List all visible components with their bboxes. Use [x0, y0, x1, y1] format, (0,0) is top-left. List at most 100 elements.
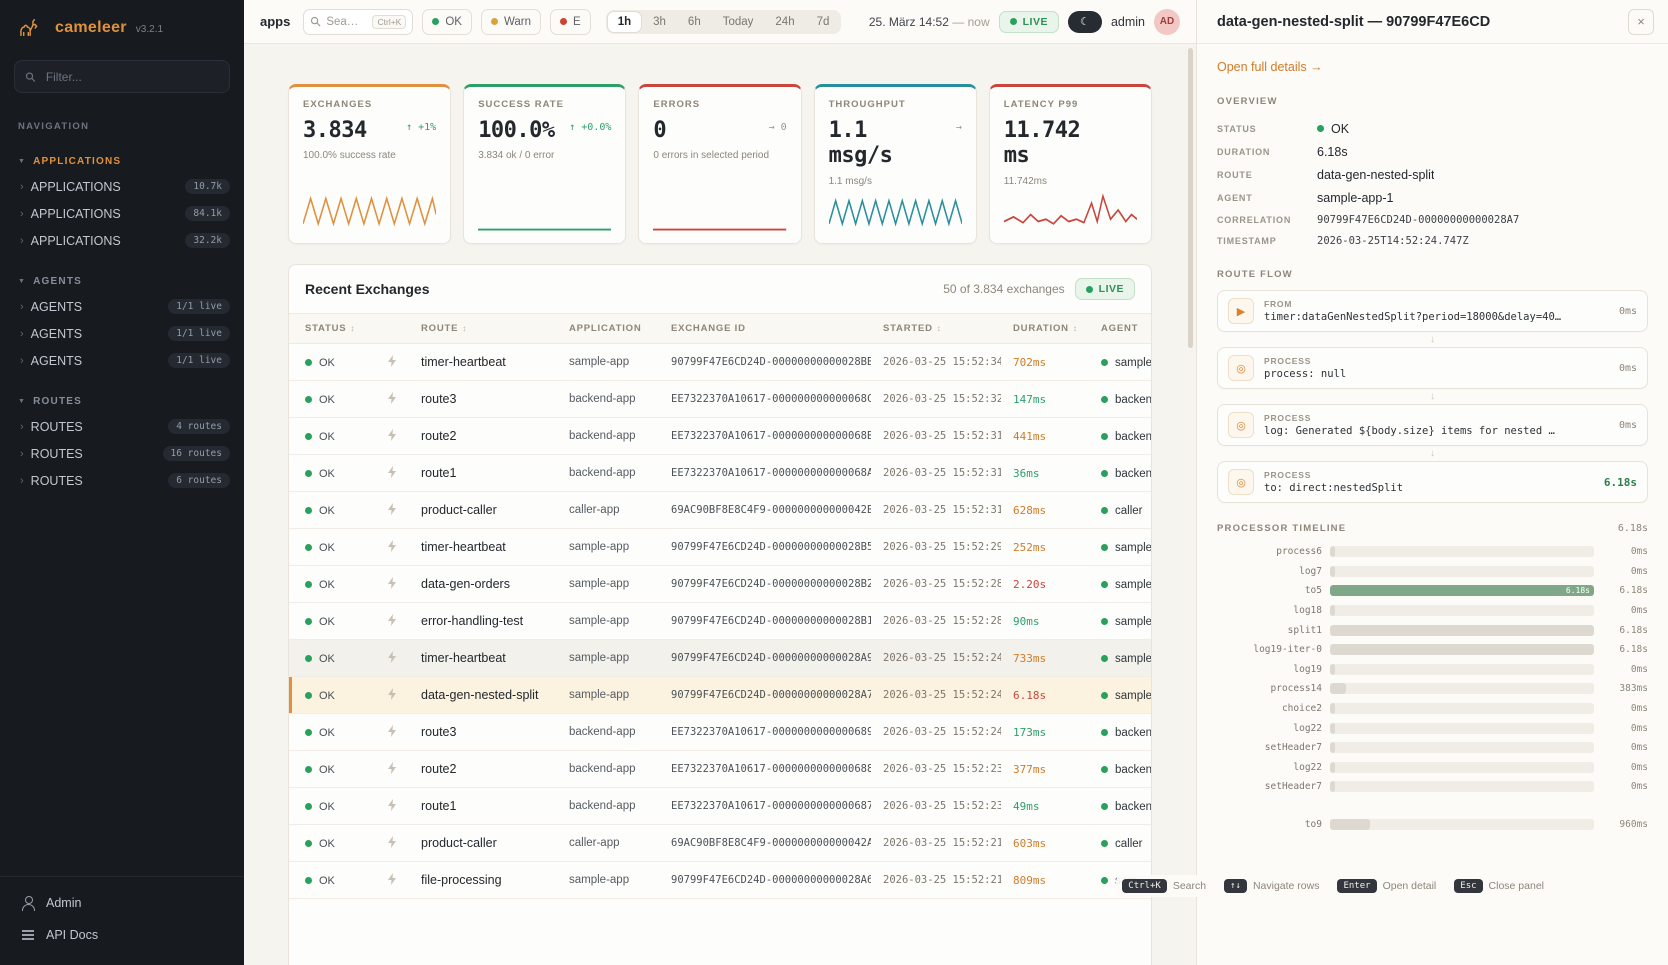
sort-icon: ↕	[462, 324, 468, 333]
table-row[interactable]: OK route1 backend-app EE7322370A10617-00…	[289, 787, 1151, 825]
processor-name: process14	[1270, 683, 1322, 695]
sidebar-item[interactable]: › ROUTES 4 routes	[0, 413, 244, 440]
sidebar-item-badge: 84.1k	[185, 206, 230, 221]
column-header[interactable]	[375, 313, 409, 344]
sidebar-section-header[interactable]: ▼ APPLICATIONS	[0, 150, 244, 173]
sidebar-item[interactable]: › APPLICATIONS 10.7k	[0, 173, 244, 200]
sidebar-item[interactable]: › ROUTES 16 routes	[0, 440, 244, 467]
table-row[interactable]: OK route2 backend-app EE7322370A10617-00…	[289, 417, 1151, 455]
route-flow-step[interactable]: ◎ PROCESS log: Generated ${body.size} it…	[1217, 404, 1648, 446]
bolt-icon	[388, 687, 396, 700]
table-row[interactable]: OK timer-heartbeat sample-app 90799F47E6…	[289, 639, 1151, 677]
cell-type	[375, 343, 409, 381]
cell-application: sample-app	[557, 602, 659, 640]
route-flow-step[interactable]: ◎ PROCESS to: direct:nestedSplit 6.18s	[1217, 461, 1648, 503]
status-filter-chip[interactable]: Warn	[480, 8, 542, 35]
sidebar-item[interactable]: › AGENTS 1/1 live	[0, 293, 244, 320]
sidebar-item[interactable]: › APPLICATIONS 84.1k	[0, 200, 244, 227]
column-header[interactable]: DURATION ↕	[1001, 313, 1089, 344]
timeline-row: process14 383ms	[1217, 679, 1648, 699]
table-row[interactable]: OK timer-heartbeat sample-app 90799F47E6…	[289, 343, 1151, 381]
timeline-bar	[1330, 624, 1594, 636]
live-dot	[1085, 285, 1093, 293]
chevron-right-icon: ›	[20, 234, 24, 247]
sidebar-item[interactable]: › APPLICATIONS 32.2k	[0, 227, 244, 254]
overview-field-value: data-gen-nested-split	[1317, 167, 1435, 182]
column-header[interactable]: ROUTE ↕	[409, 313, 557, 344]
sidebar-section: ▼ APPLICATIONS › APPLICATIONS 10.7k › AP…	[0, 150, 244, 254]
overview-section-label: OVERVIEW	[1217, 96, 1278, 107]
live-badge[interactable]: LIVE	[998, 10, 1059, 33]
status-filter-chip[interactable]: OK	[422, 8, 472, 35]
avatar[interactable]: AD	[1154, 8, 1180, 35]
table-row[interactable]: OK product-caller caller-app 69AC90BF8E8…	[289, 824, 1151, 862]
step-icon: ◎	[1228, 412, 1254, 438]
cell-route: data-gen-nested-split	[409, 676, 557, 714]
column-header[interactable]: EXCHANGE ID	[659, 313, 871, 344]
sidebar-item-badge: 32.2k	[185, 233, 230, 248]
timeline-track	[1330, 683, 1594, 695]
timeline-track	[1330, 644, 1594, 656]
table-row[interactable]: OK file-processing sample-app 90799F47E6…	[289, 861, 1151, 899]
sidebar-item[interactable]: › AGENTS 1/1 live	[0, 320, 244, 347]
status-filter-chip[interactable]: E	[550, 8, 591, 35]
table-row[interactable]: OK route2 backend-app EE7322370A10617-00…	[289, 750, 1151, 788]
search-input[interactable]: Sea… Ctrl+K	[303, 8, 414, 35]
cell-application: backend-app	[557, 787, 659, 825]
bolt-icon	[388, 502, 396, 515]
sidebar-footer-item[interactable]: Admin	[12, 887, 232, 919]
processor-name: log19-iter-0	[1253, 644, 1322, 656]
cell-application: backend-app	[557, 713, 659, 751]
sidebar-footer-item[interactable]: API Docs	[12, 919, 232, 951]
sidebar-item[interactable]: › ROUTES 6 routes	[0, 467, 244, 494]
filter-input[interactable]	[43, 68, 219, 85]
table-row[interactable]: OK route3 backend-app EE7322370A10617-00…	[289, 713, 1151, 751]
cell-started: 2026-03-25 15:52:34	[871, 343, 1001, 381]
ok-dot	[305, 618, 312, 626]
route-flow-step[interactable]: ◎ PROCESS process: null 0ms	[1217, 347, 1648, 389]
time-range-button[interactable]: 3h	[643, 12, 676, 32]
hint-label: Open detail	[1382, 880, 1437, 892]
agent-dot	[1101, 433, 1108, 441]
sidebar-footer: Admin API Docs	[0, 876, 244, 965]
keyboard-hint: Enter Open detail	[1337, 879, 1436, 893]
time-range-selector: 1h 3h 6h Today 24h 7d	[605, 9, 842, 34]
time-range-button[interactable]: 1h	[607, 11, 642, 32]
time-range-button[interactable]: 24h	[765, 12, 804, 32]
kpi-title: EXCHANGES	[303, 99, 373, 110]
table-row[interactable]: OK data-gen-orders sample-app 90799F47E6…	[289, 565, 1151, 603]
open-full-details-link[interactable]: Open full details →	[1217, 60, 1323, 74]
table-row[interactable]: OK error-handling-test sample-app 90799F…	[289, 602, 1151, 640]
column-header[interactable]: STARTED ↕	[871, 313, 1001, 344]
timeline-track: 6.18s	[1330, 585, 1594, 597]
timeline-row: to5 6.18s 6.18s	[1217, 581, 1648, 601]
close-icon[interactable]: ×	[1628, 8, 1654, 35]
time-range-button[interactable]: 6h	[678, 12, 711, 32]
time-range-button[interactable]: Today	[713, 12, 764, 32]
column-header[interactable]: APPLICATION	[557, 313, 659, 344]
column-header[interactable]: STATUS ↕	[289, 313, 375, 344]
sidebar-section-header[interactable]: ▼ AGENTS	[0, 270, 244, 293]
kpi-card: SUCCESS RATE 100.0% ↑ +0.0% 3.834 ok / 0…	[463, 84, 627, 244]
date-range[interactable]: 25. März 14:52 — now	[868, 14, 990, 29]
chevron-right-icon: ›	[20, 180, 24, 193]
theme-toggle[interactable]: ☾	[1067, 10, 1102, 33]
processor-duration: 960ms	[1619, 819, 1648, 831]
sidebar-item[interactable]: › AGENTS 1/1 live	[0, 347, 244, 374]
sidebar-item-badge: 1/1 live	[168, 353, 230, 368]
scrollbar-thumb[interactable]	[1188, 48, 1193, 348]
table-row[interactable]: OK route3 backend-app EE7322370A10617-00…	[289, 380, 1151, 418]
sidebar-section-header[interactable]: ▼ ROUTES	[0, 390, 244, 413]
sidebar-filter[interactable]	[14, 60, 230, 93]
bolt-icon	[388, 761, 396, 774]
timeline-bar	[1330, 605, 1335, 617]
table-row[interactable]: OK data-gen-nested-split sample-app 9079…	[289, 676, 1151, 714]
time-range-button[interactable]: 7d	[807, 12, 840, 32]
ok-dot	[305, 655, 312, 663]
route-flow-step[interactable]: ▶ FROM timer:dataGenNestedSplit?period=1…	[1217, 290, 1648, 332]
processor-duration: 0ms	[1630, 722, 1648, 734]
column-header[interactable]: AGENT	[1089, 313, 1151, 344]
table-row[interactable]: OK product-caller caller-app 69AC90BF8E8…	[289, 491, 1151, 529]
table-row[interactable]: OK route1 backend-app EE7322370A10617-00…	[289, 454, 1151, 492]
table-row[interactable]: OK timer-heartbeat sample-app 90799F47E6…	[289, 528, 1151, 566]
